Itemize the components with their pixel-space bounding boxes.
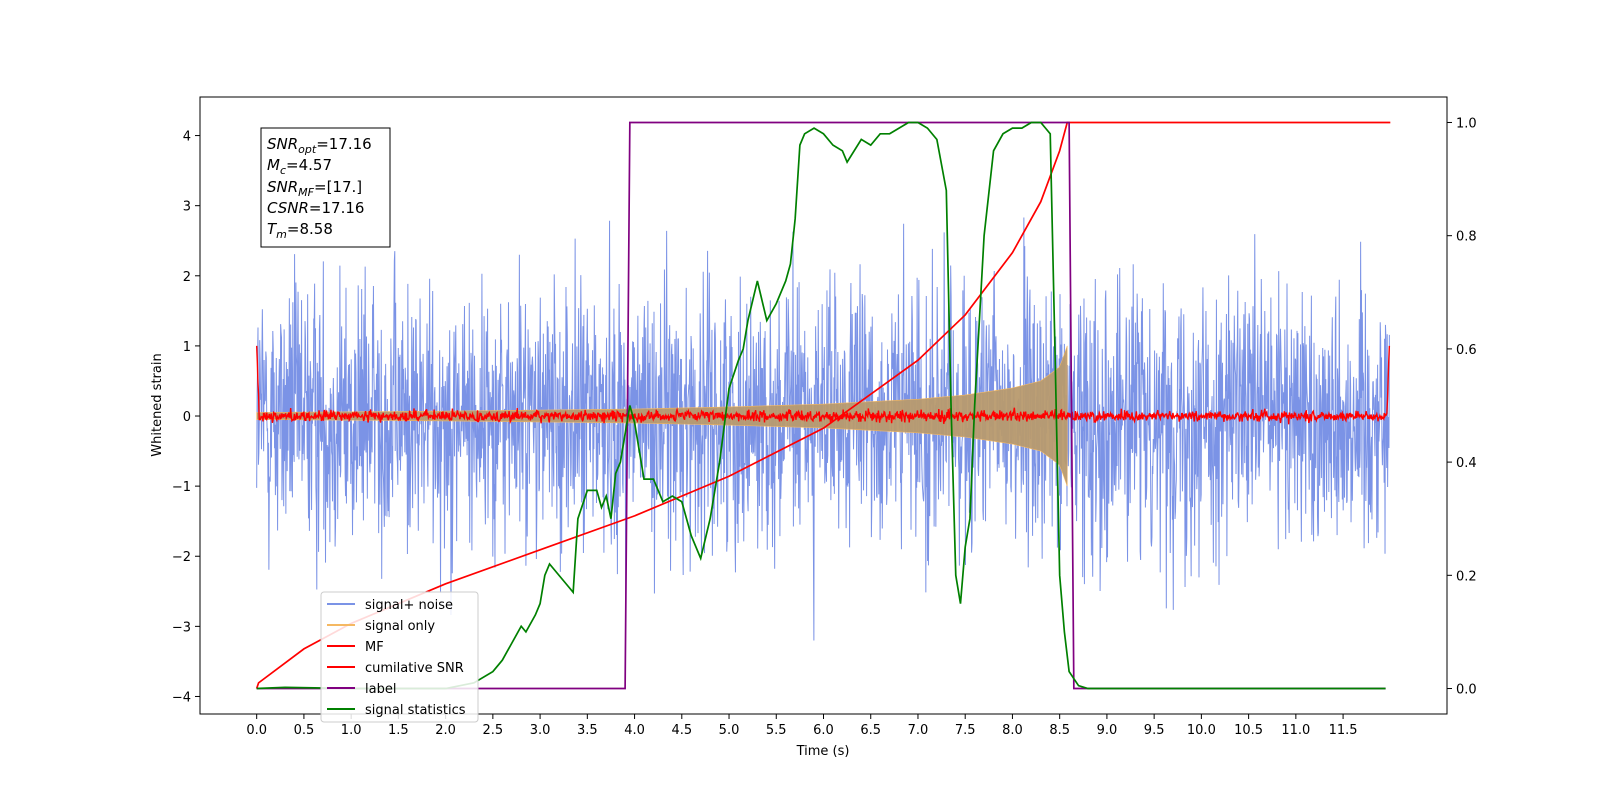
y2-tick-label: 0.2 — [1456, 569, 1477, 584]
y-tick-label: 0 — [183, 410, 191, 425]
x-tick-label: 0.5 — [294, 723, 315, 738]
x-tick-label: 0.0 — [246, 723, 267, 738]
axes: 0.0 0.5 1.0 1.5 2.0 2.5 3.0 3.5 4.0 4.5 5.0 5.5 6.0 6… — [172, 116, 1477, 738]
x-tick-label: 5.5 — [766, 723, 787, 738]
x-axis-label: Time (s) — [796, 744, 850, 759]
x-tick-label: 7.0 — [908, 723, 929, 738]
y-tick-label: 1 — [183, 340, 191, 355]
y-tick-label: 2 — [183, 270, 191, 285]
y-tick-label: −2 — [172, 550, 191, 565]
legend-label: signal only — [365, 619, 435, 634]
x-tick-label: 10.5 — [1234, 723, 1263, 738]
series-signal-plus-noise — [256, 217, 1390, 641]
legend: signal+ noise signal only MF cumilative SNR… — [320, 591, 479, 723]
y2-tick-label: 0.0 — [1456, 683, 1477, 698]
annotation-box: SNRopt=17.16 Mc=4.57 SNRMF=[17.] CSNR=17… — [260, 127, 391, 248]
x-tick-label: 4.5 — [671, 723, 692, 738]
y2-tick-label: 0.6 — [1456, 343, 1477, 358]
legend-label: label — [365, 682, 396, 697]
series-signal-statistics — [256, 121, 1386, 690]
x-tick-label: 11.5 — [1329, 723, 1358, 738]
x-tick-label: 10.0 — [1187, 723, 1216, 738]
x-tick-label: 8.5 — [1049, 723, 1070, 738]
series-mf — [255, 345, 1391, 425]
y-tick-label: −4 — [172, 690, 191, 705]
legend-label: signal statistics — [365, 703, 466, 718]
y-tick-label: −3 — [172, 620, 191, 635]
x-tick-label: 1.0 — [341, 723, 362, 738]
y-tick-label: −1 — [172, 480, 191, 495]
y-tick-label: 3 — [183, 200, 191, 215]
y2-tick-label: 1.0 — [1456, 116, 1477, 131]
annotation-csnr: CSNR=17.16 — [267, 199, 364, 217]
annotation-tm: Tm=8.58 — [267, 220, 333, 241]
x-tick-label: 9.5 — [1144, 723, 1165, 738]
legend-label: cumilative SNR — [365, 661, 464, 676]
x-tick-label: 3.0 — [530, 723, 551, 738]
x-tick-label: 2.0 — [435, 723, 456, 738]
annotation-snr-mf: SNRMF=[17.] — [267, 178, 362, 199]
x-tick-label: 11.0 — [1281, 723, 1310, 738]
y-axis-label: Whitened strain — [150, 353, 165, 456]
x-tick-label: 2.5 — [483, 723, 504, 738]
y-tick-label: 4 — [183, 130, 191, 145]
x-tick-label: 4.0 — [624, 723, 645, 738]
x-tick-label: 8.0 — [1002, 723, 1023, 738]
x-tick-label: 1.5 — [388, 723, 409, 738]
y2-tick-label: 0.4 — [1456, 456, 1477, 471]
x-tick-label: 6.0 — [813, 723, 834, 738]
x-tick-label: 3.5 — [577, 723, 598, 738]
x-tick-label: 9.0 — [1097, 723, 1118, 738]
x-tick-label: 6.5 — [860, 723, 881, 738]
x-tick-label: 5.0 — [719, 723, 740, 738]
legend-label: MF — [365, 640, 384, 655]
x-tick-label: 7.5 — [955, 723, 976, 738]
legend-label: signal+ noise — [365, 598, 453, 613]
y2-tick-label: 0.8 — [1456, 230, 1477, 245]
annotation-snr-opt: SNRopt=17.16 — [267, 135, 372, 156]
annotation-mc: Mc=4.57 — [267, 156, 332, 177]
